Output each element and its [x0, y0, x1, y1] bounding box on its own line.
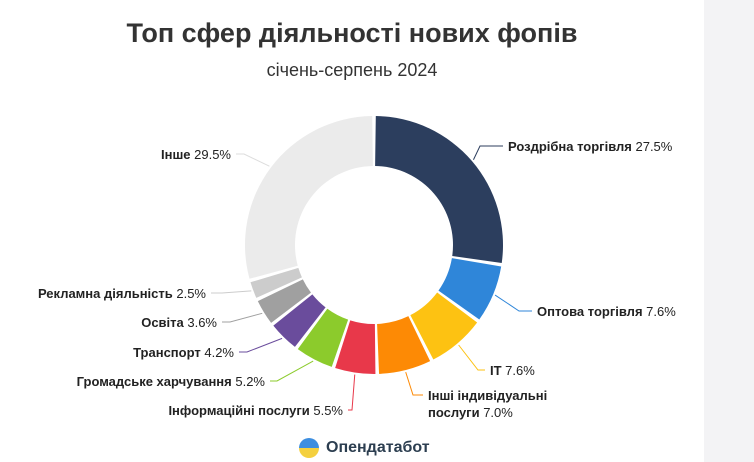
- label-connector: [239, 337, 283, 353]
- label-connector: [458, 344, 485, 371]
- data-label: Інше 29.5%: [161, 147, 231, 162]
- data-label: Освіта 3.6%: [141, 315, 217, 330]
- data-label: Рекламна діяльність 2.5%: [38, 286, 206, 301]
- donut-slice: [257, 279, 311, 323]
- data-label: Інші індивідуальні послуги 7.0%: [428, 388, 547, 420]
- brand-name: Опендатабот: [326, 439, 430, 456]
- data-label: Транспорт 4.2%: [133, 345, 234, 360]
- chart-subtitle: січень-серпень 2024: [266, 60, 438, 80]
- donut-slice: [377, 316, 431, 374]
- donut-slice: [375, 116, 503, 263]
- data-label: Інформаційні послуги 5.5%: [168, 403, 343, 418]
- data-label: Громадське харчування 5.2%: [77, 374, 266, 389]
- donut-slice: [438, 258, 502, 320]
- donut-slice: [273, 294, 326, 347]
- data-label: Роздрібна торгівля 27.5%: [508, 139, 673, 154]
- label-connector: [473, 145, 503, 160]
- donut-slice: [250, 267, 302, 298]
- chart-card: Топ сфер діяльності нових фопів січень-с…: [0, 0, 704, 462]
- label-connector: [236, 153, 270, 167]
- chart-title: Топ сфер діяльності нових фопів: [126, 18, 578, 48]
- brand-logo: Опендатабот: [298, 437, 430, 459]
- label-connector: [405, 371, 423, 396]
- donut-chart: Роздрібна торгівля 27.5% Оптова торгівля …: [38, 116, 676, 420]
- label-connector: [270, 360, 314, 382]
- data-label: Оптова торгівля 7.6%: [537, 304, 676, 319]
- donut-slice: [244, 116, 373, 279]
- label-connector: [348, 374, 356, 411]
- label-connector: [494, 294, 532, 312]
- data-label: IT 7.6%: [490, 363, 535, 378]
- donut-slice: [297, 308, 349, 367]
- label-connector: [222, 312, 263, 323]
- donut-slice: [410, 292, 478, 360]
- opendatabot-logo-icon: [299, 438, 319, 458]
- label-connector: [211, 290, 252, 294]
- donut-slice: [335, 320, 376, 374]
